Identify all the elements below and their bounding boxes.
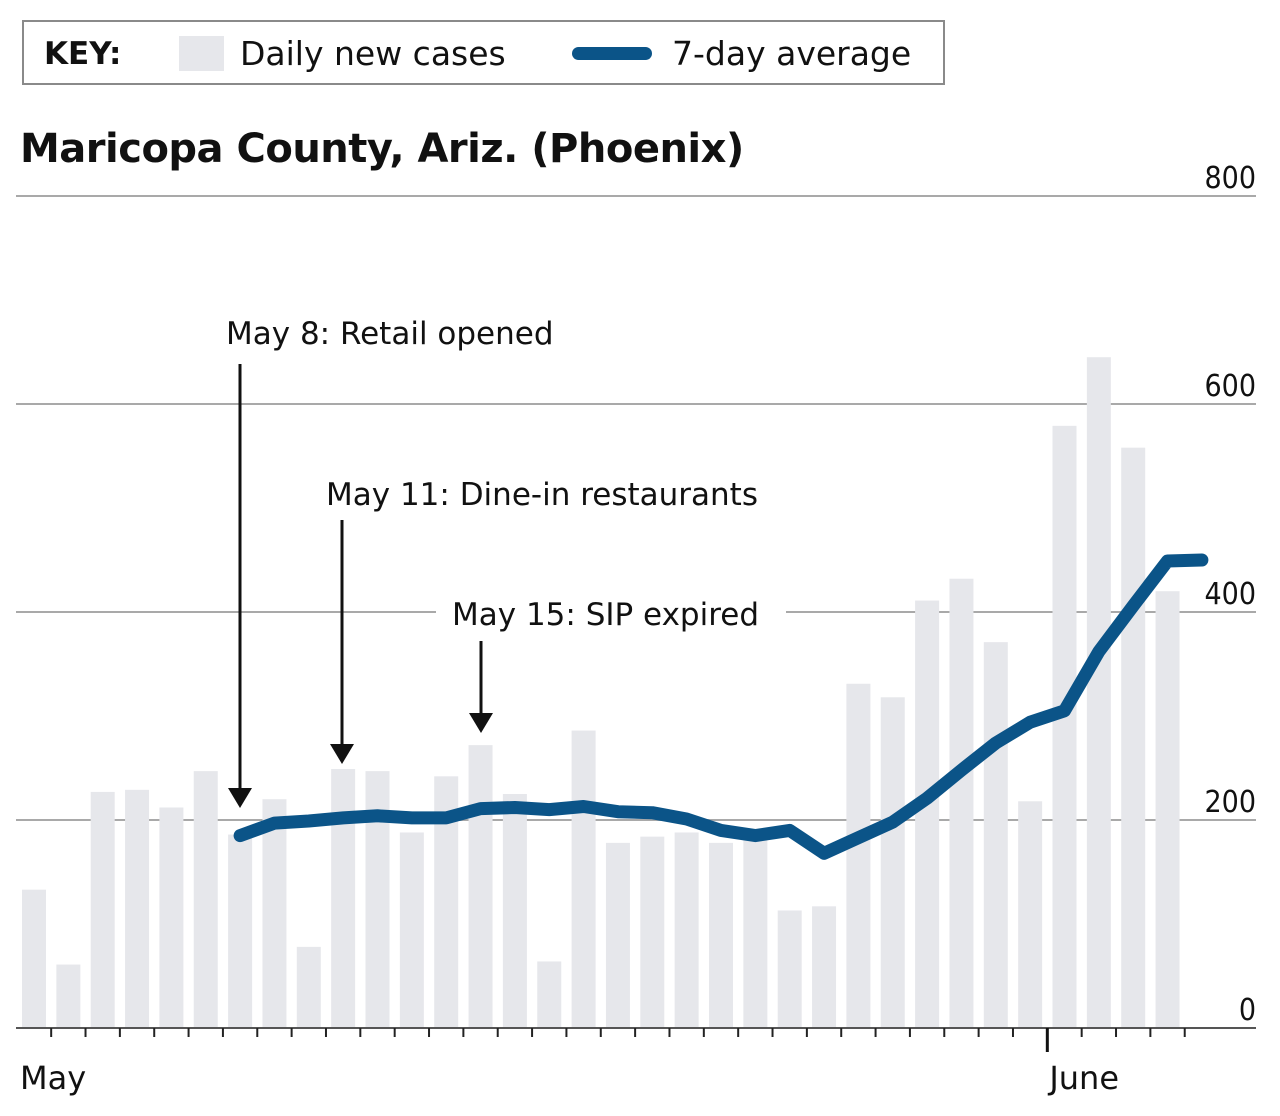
bar-day-28 [949, 578, 974, 1028]
bar-day-23 [777, 910, 802, 1028]
bar-day-14 [468, 745, 493, 1028]
bar-day-4 [125, 789, 150, 1028]
legend-bar-label: Daily new cases [240, 34, 506, 73]
y-tick-label-200: 200 [1204, 785, 1256, 820]
bar-day-31 [1052, 425, 1077, 1029]
bar-day-10 [331, 769, 356, 1028]
daily-bars [22, 357, 1180, 1029]
bar-day-8 [262, 799, 287, 1028]
bar-day-12 [399, 832, 424, 1028]
bar-day-22 [743, 838, 768, 1028]
bar-day-20 [674, 832, 699, 1028]
bar-day-30 [1018, 801, 1043, 1028]
x-axis: May June [16, 1027, 1256, 1097]
bar-day-5 [159, 807, 184, 1028]
annotation-arrowhead-2 [330, 744, 354, 764]
annotation-label-3: May 15: SIP expired [452, 597, 759, 633]
y-tick-label-600: 600 [1204, 369, 1256, 404]
legend-line-label: 7-day average [672, 34, 912, 73]
bar-day-2 [56, 964, 81, 1028]
bar-day-21 [709, 842, 733, 1028]
bar-day-17 [571, 730, 596, 1028]
bar-day-3 [90, 791, 115, 1028]
bar-day-26 [880, 697, 905, 1028]
bar-day-32 [1086, 357, 1111, 1028]
bar-day-18 [605, 842, 630, 1028]
y-tick-labels: 0 200 400 600 800 [1204, 161, 1256, 1028]
legend-key-label: KEY: [44, 36, 122, 72]
legend-line-swatch [572, 47, 652, 60]
annotations: May 8: Retail opened May 11: Dine-in rest… [226, 316, 786, 808]
average-line-layer [233, 553, 1209, 860]
bar-day-7 [228, 834, 253, 1028]
legend: KEY: Daily new cases 7-day average [22, 20, 945, 85]
seven-day-average-line [233, 553, 1209, 860]
legend-bar-swatch [179, 36, 224, 71]
annotation-label-2: May 11: Dine-in restaurants [326, 477, 758, 513]
annotation-label-bg [436, 591, 786, 637]
bar-day-16 [537, 961, 562, 1028]
bar-day-27 [915, 600, 940, 1028]
bar-day-6 [193, 771, 218, 1028]
y-tick-label-0: 0 [1239, 993, 1256, 1028]
x-label-may: May [20, 1059, 86, 1097]
x-label-june: June [1047, 1059, 1119, 1097]
annotation-label-1: May 8: Retail opened [226, 316, 554, 352]
bar-day-24 [812, 906, 837, 1028]
bar-day-15 [502, 794, 527, 1028]
bar-day-33 [1121, 447, 1146, 1028]
y-tick-label-800: 800 [1204, 161, 1256, 196]
bar-day-9 [296, 946, 321, 1028]
bar-day-19 [640, 836, 665, 1028]
bar-day-29 [983, 642, 1008, 1028]
annotation-arrowhead-3 [469, 713, 493, 733]
bar-day-34 [1155, 591, 1180, 1028]
y-tick-label-400: 400 [1204, 577, 1256, 612]
bar-day-1 [22, 889, 46, 1028]
chart-title: Maricopa County, Ariz. (Phoenix) [20, 126, 744, 172]
annotation-arrowhead-1 [228, 788, 252, 808]
bar-day-25 [846, 683, 871, 1028]
